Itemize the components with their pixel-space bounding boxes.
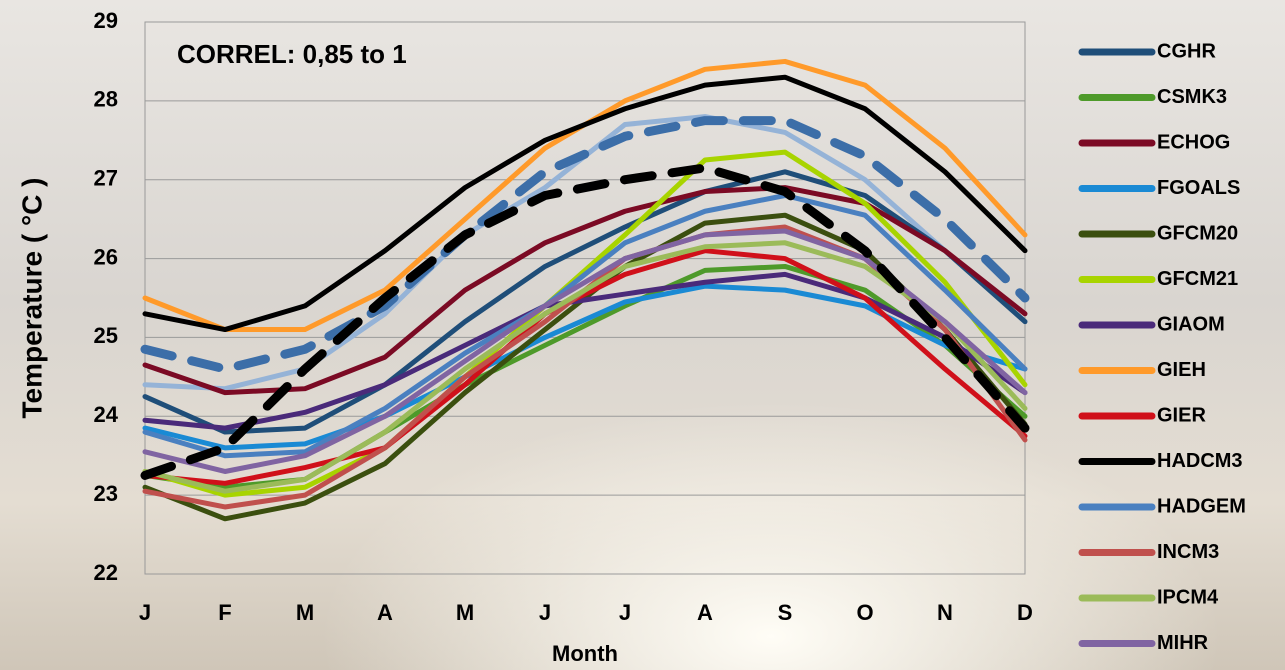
legend-label: FGOALS <box>1157 177 1240 199</box>
legend-label: GIER <box>1157 404 1206 426</box>
x-tick-label: F <box>218 600 231 625</box>
y-tick-label: 29 <box>94 8 118 33</box>
x-tick-label: A <box>697 600 713 625</box>
y-axis-label: Temperature ( °C ) <box>16 178 47 419</box>
legend-label: CGHR <box>1157 40 1216 62</box>
x-tick-label: N <box>937 600 953 625</box>
x-tick-label: J <box>539 600 551 625</box>
annotation: CORREL: 0,85 to 1 <box>177 39 407 69</box>
legend-label: GIEH <box>1157 359 1206 381</box>
legend-label: IPCM4 <box>1157 586 1219 608</box>
legend-label: INCM3 <box>1157 541 1219 563</box>
legend-label: HADGEM <box>1157 495 1246 517</box>
x-tick-label: J <box>619 600 631 625</box>
x-tick-label: J <box>139 600 151 625</box>
y-tick-label: 28 <box>94 87 118 112</box>
legend-label: MIHR <box>1157 632 1209 654</box>
legend-label: GFCM21 <box>1157 268 1238 290</box>
legend-label: GFCM20 <box>1157 222 1238 244</box>
legend-label: GIAOM <box>1157 313 1225 335</box>
x-tick-label: M <box>296 600 314 625</box>
x-tick-label: O <box>856 600 873 625</box>
legend-label: ECHOG <box>1157 131 1230 153</box>
y-tick-label: 23 <box>94 481 118 506</box>
x-tick-label: M <box>456 600 474 625</box>
legend-label: HADCM3 <box>1157 450 1243 472</box>
y-tick-label: 25 <box>94 323 118 348</box>
y-tick-label: 27 <box>94 166 118 191</box>
legend-label: CSMK3 <box>1157 86 1227 108</box>
y-tick-label: 26 <box>94 244 118 269</box>
y-tick-label: 24 <box>94 402 119 427</box>
x-tick-label: S <box>778 600 793 625</box>
x-tick-label: A <box>377 600 393 625</box>
chart: CORREL: 0,85 to 1 Month Temperature ( °C… <box>0 0 1285 670</box>
y-tick-label: 22 <box>94 560 118 585</box>
x-tick-label: D <box>1017 600 1033 625</box>
x-axis-label: Month <box>552 641 618 666</box>
